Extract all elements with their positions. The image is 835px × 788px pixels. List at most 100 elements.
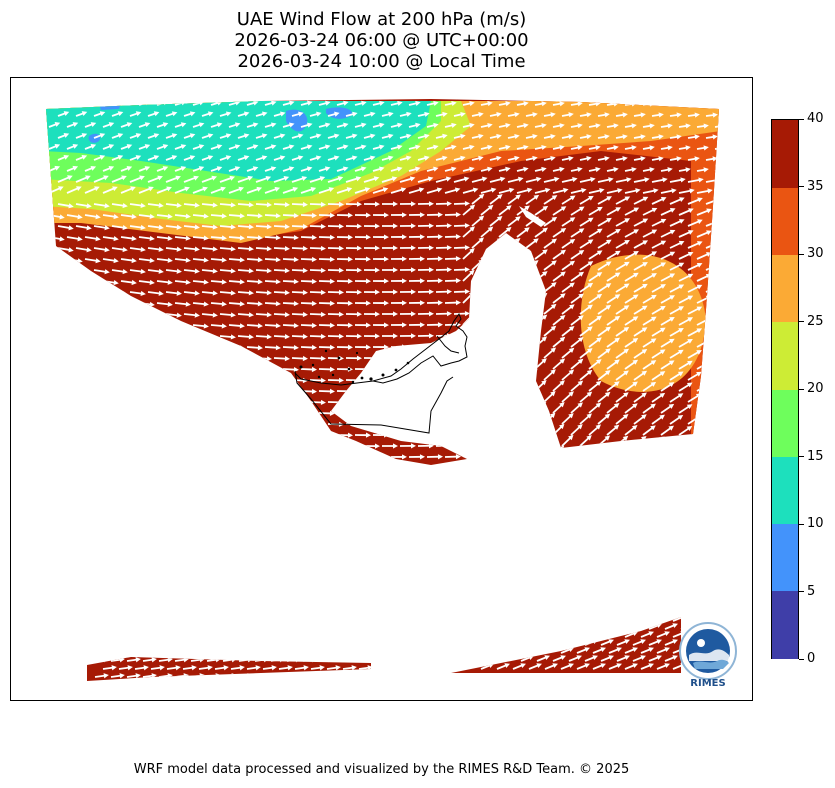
wind-arrow-head bbox=[550, 391, 556, 397]
wind-arrow-head bbox=[605, 326, 611, 332]
wind-arrow-head bbox=[122, 224, 128, 231]
wind-arrow-shaft bbox=[57, 423, 71, 428]
wind-arrow-shaft bbox=[129, 269, 144, 273]
wind-arrow-head bbox=[288, 144, 295, 150]
wind-arrow-head bbox=[695, 458, 702, 464]
wind-arrow-shaft bbox=[687, 372, 700, 381]
wind-arrow-shaft bbox=[66, 434, 80, 439]
wind-arrow-head bbox=[117, 133, 124, 139]
wind-arrow-head bbox=[140, 268, 146, 275]
wind-arrow-head bbox=[623, 305, 630, 311]
wind-arrow-shaft bbox=[273, 291, 288, 294]
wind-arrow-head bbox=[514, 325, 520, 331]
wind-arrow-head bbox=[248, 356, 254, 362]
wind-arrow-shaft bbox=[201, 313, 216, 317]
wind-arrow-shaft bbox=[633, 262, 646, 271]
wind-arrow-head bbox=[676, 156, 682, 162]
wind-arrow-shaft bbox=[579, 371, 591, 381]
wind-arrow-shaft bbox=[696, 102, 707, 106]
wind-arrow-shaft bbox=[302, 674, 315, 678]
wind-arrow-shaft bbox=[615, 284, 628, 293]
wind-arrow-head bbox=[374, 443, 380, 449]
wind-arrow-shaft bbox=[714, 340, 719, 348]
wind-arrow-head bbox=[266, 224, 272, 230]
wind-arrow-shaft bbox=[597, 393, 609, 403]
wind-arrow-head bbox=[95, 456, 101, 462]
wind-arrow-shaft bbox=[129, 313, 144, 317]
wind-arrow-shaft bbox=[462, 205, 474, 216]
wind-arrow-head bbox=[311, 300, 317, 307]
wind-arrow-shaft bbox=[201, 423, 216, 427]
wind-arrow-shaft bbox=[669, 241, 683, 249]
wind-arrow-shaft bbox=[300, 280, 315, 283]
wind-arrow-shaft bbox=[210, 214, 225, 218]
wind-arrow-shaft bbox=[58, 468, 71, 470]
wind-arrow-shaft bbox=[642, 448, 654, 458]
wind-arrow-shaft bbox=[210, 434, 225, 438]
wind-arrow-head bbox=[513, 455, 519, 462]
wind-arrow-head bbox=[622, 435, 629, 441]
country-boundary-lines bbox=[294, 312, 468, 434]
wind-arrow-head bbox=[86, 401, 92, 407]
wind-arrow-head bbox=[595, 167, 601, 173]
wind-arrow-head bbox=[117, 111, 124, 117]
wind-arrow-head bbox=[496, 623, 502, 629]
wind-arrow-head bbox=[301, 176, 308, 181]
wind-arrow-shaft bbox=[462, 446, 472, 458]
wind-arrow-shaft bbox=[525, 392, 536, 403]
wind-arrow-shaft bbox=[286, 658, 299, 662]
wind-arrow-head bbox=[497, 194, 503, 200]
wind-arrow-head bbox=[153, 111, 160, 117]
wind-arrow-head bbox=[103, 673, 109, 679]
wind-arrow-shaft bbox=[552, 381, 564, 392]
wind-arrow-head bbox=[487, 144, 493, 150]
wind-arrow-head bbox=[463, 176, 470, 182]
wind-arrow-shaft bbox=[228, 214, 243, 217]
wind-arrow-shaft bbox=[552, 316, 564, 326]
wind-arrow-shaft bbox=[498, 249, 510, 260]
wind-arrow-shaft bbox=[336, 188, 350, 194]
wind-arrow-head bbox=[532, 303, 539, 309]
wind-arrow-shaft bbox=[507, 195, 519, 205]
wind-arrow-head bbox=[568, 631, 574, 637]
wind-arrow-head bbox=[365, 388, 371, 394]
wind-arrow-head bbox=[679, 197, 685, 203]
wind-arrow-head bbox=[486, 422, 492, 429]
wind-arrow-shaft bbox=[138, 456, 153, 460]
wind-arrow-shaft bbox=[597, 414, 609, 425]
wind-arrow-shaft bbox=[219, 401, 234, 405]
wind-arrow-shaft bbox=[633, 393, 646, 403]
wind-arrow-head bbox=[686, 425, 693, 431]
wind-arrow-head bbox=[715, 241, 719, 247]
wind-arrow-shaft bbox=[120, 390, 135, 394]
wind-arrow-shaft bbox=[75, 379, 89, 383]
map-title-line-3: 2026-03-24 10:00 @ Local Time bbox=[237, 51, 526, 72]
wind-arrow-shaft bbox=[576, 632, 588, 638]
wind-arrow-head bbox=[487, 122, 493, 129]
wind-arrow-head bbox=[113, 280, 119, 286]
wind-arrow-head bbox=[320, 443, 326, 450]
wind-arrow-head bbox=[695, 415, 702, 421]
wind-arrow-head bbox=[551, 282, 557, 288]
wind-arrow-head bbox=[248, 444, 254, 450]
wind-arrow-head bbox=[77, 302, 83, 308]
wind-arrow-head bbox=[72, 165, 79, 171]
wind-arrow-shaft bbox=[210, 258, 225, 262]
wind-map bbox=[46, 99, 719, 681]
wind-arrow-head bbox=[641, 327, 648, 333]
wind-arrow-head bbox=[624, 639, 630, 645]
wind-arrow-head bbox=[374, 289, 380, 295]
wind-arrow-head bbox=[122, 334, 128, 341]
wind-arrow-head bbox=[59, 456, 65, 462]
wind-arrow-head bbox=[669, 229, 676, 235]
wind-arrow-shaft bbox=[120, 258, 135, 262]
wind-arrow-shaft bbox=[597, 178, 611, 183]
wind-arrow-head bbox=[86, 379, 92, 385]
wind-arrow-head bbox=[284, 202, 290, 208]
wind-arrow-head bbox=[320, 333, 326, 340]
wind-arrow-head bbox=[442, 111, 448, 117]
wind-arrow-head bbox=[649, 123, 655, 129]
wind-arrow-shaft bbox=[705, 416, 718, 425]
wind-arrow-head bbox=[95, 214, 101, 220]
wind-arrow-head bbox=[568, 326, 575, 332]
